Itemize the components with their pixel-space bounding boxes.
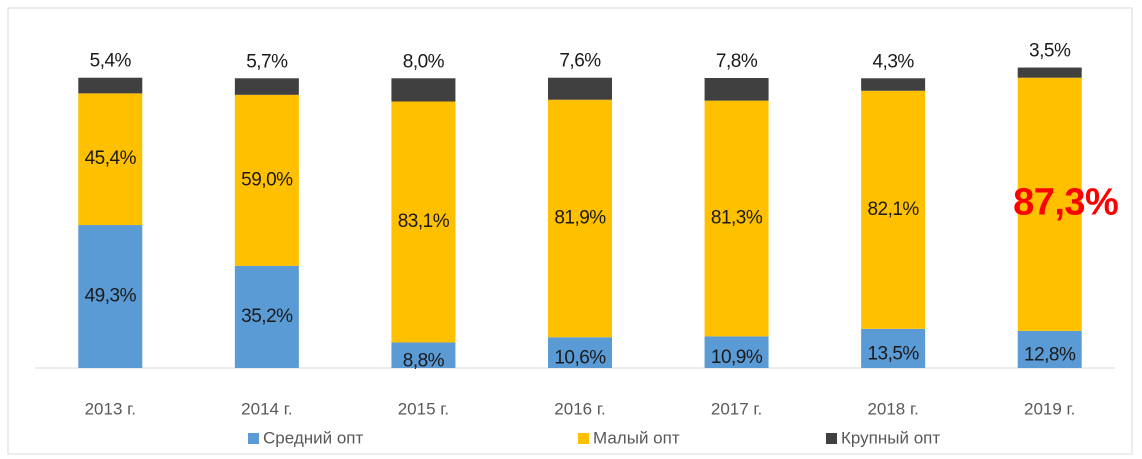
bar-segment — [548, 337, 612, 368]
data-label: 3,5% — [1029, 41, 1071, 62]
bar-segment — [704, 78, 769, 101]
data-label: 13,5% — [867, 343, 919, 364]
bar-segment — [548, 77, 612, 100]
bar-segment — [234, 265, 299, 368]
bar-segment — [78, 93, 143, 226]
data-label: 4,3% — [872, 51, 914, 72]
x-tick-label: 2018 г. — [867, 399, 918, 418]
data-label: 8,8% — [403, 350, 445, 371]
data-label: 10,9% — [711, 347, 763, 368]
x-tick-label: 2013 г. — [85, 399, 136, 418]
chart-border — [7, 7, 1133, 455]
bar-segment — [861, 90, 926, 329]
data-label: 81,3% — [711, 208, 763, 229]
bar-segment — [78, 77, 143, 94]
legend-label: Средний опт — [263, 428, 363, 447]
data-label: 7,6% — [559, 51, 601, 72]
legend-swatch — [248, 433, 259, 444]
data-label: 8,0% — [403, 51, 445, 72]
data-label: 5,7% — [246, 51, 288, 72]
x-tick-label: 2017 г. — [711, 399, 762, 418]
x-tick-label: 2015 г. — [398, 399, 449, 418]
data-label: 81,9% — [554, 208, 606, 229]
data-label: 82,1% — [867, 199, 919, 220]
bar-segment — [704, 100, 769, 337]
bar-segment — [78, 225, 143, 368]
bar-segment — [391, 342, 456, 368]
legend-label: Крупный опт — [841, 428, 940, 447]
legend-swatch — [826, 433, 837, 444]
data-label: 87,3% — [1013, 181, 1118, 223]
x-tick-label: 2014 г. — [241, 399, 292, 418]
bar-segment — [391, 78, 456, 102]
legend-label: Малый опт — [593, 428, 680, 447]
data-label: 35,2% — [241, 306, 293, 327]
bar-segment — [1017, 67, 1082, 78]
bar-segment — [234, 94, 299, 266]
data-label: 5,4% — [90, 51, 132, 72]
data-label: 7,8% — [716, 51, 758, 72]
data-label: 83,1% — [398, 211, 450, 232]
x-tick-label: 2019 г. — [1024, 399, 1075, 418]
bar-segment — [704, 336, 769, 368]
bar-segment — [548, 99, 612, 338]
bar-segment — [861, 328, 926, 368]
bar-segment — [1017, 330, 1082, 368]
data-label: 10,6% — [554, 348, 606, 369]
data-label: 49,3% — [85, 286, 137, 307]
legend-swatch — [578, 433, 589, 444]
bar-segment — [861, 78, 926, 91]
bar-segment — [234, 78, 299, 95]
data-label: 59,0% — [241, 169, 293, 190]
data-label: 45,4% — [85, 148, 137, 169]
bar-segment — [391, 101, 456, 343]
x-tick-label: 2016 г. — [554, 399, 605, 418]
bar-segment — [1017, 77, 1082, 331]
data-label: 12,8% — [1024, 344, 1076, 365]
